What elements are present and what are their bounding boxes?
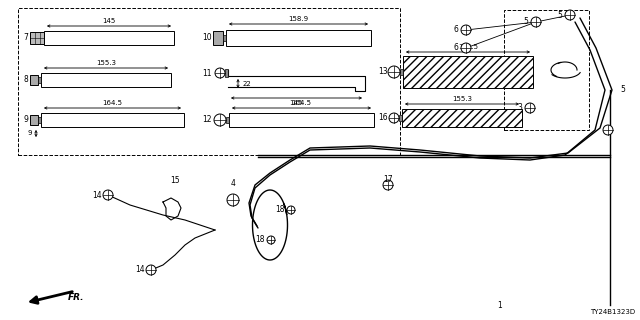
- Text: 4: 4: [230, 179, 236, 188]
- Text: 6: 6: [453, 26, 458, 35]
- Circle shape: [383, 180, 393, 190]
- Text: 3: 3: [517, 103, 522, 113]
- Circle shape: [146, 265, 156, 275]
- Bar: [402, 109, 522, 127]
- Circle shape: [287, 206, 295, 214]
- Text: 158.9: 158.9: [288, 16, 308, 22]
- Text: 9: 9: [28, 130, 32, 136]
- Bar: [223, 35, 226, 41]
- Bar: [18, 8, 400, 155]
- Circle shape: [389, 113, 399, 123]
- Bar: [226, 117, 229, 123]
- Bar: [38, 77, 41, 83]
- Circle shape: [461, 43, 471, 53]
- Text: 6: 6: [453, 44, 458, 52]
- Text: 155.3: 155.3: [452, 96, 472, 102]
- Text: 155.3: 155.3: [96, 60, 116, 66]
- Text: 16: 16: [378, 114, 388, 123]
- Circle shape: [388, 66, 400, 78]
- Text: FR.: FR.: [68, 292, 84, 301]
- Text: 18: 18: [275, 205, 285, 214]
- Bar: [41, 73, 171, 87]
- Circle shape: [565, 10, 575, 20]
- Circle shape: [103, 190, 113, 200]
- Text: TY24B1323D: TY24B1323D: [590, 309, 635, 315]
- Bar: [229, 113, 374, 127]
- Text: 9: 9: [23, 116, 28, 124]
- Text: 164.5: 164.5: [102, 100, 122, 106]
- Circle shape: [215, 68, 225, 78]
- Bar: [41, 113, 184, 127]
- Bar: [44, 31, 174, 45]
- Bar: [225, 69, 228, 77]
- Text: 5: 5: [621, 85, 625, 94]
- Circle shape: [214, 114, 226, 126]
- Circle shape: [267, 236, 275, 244]
- Text: 17: 17: [383, 175, 393, 184]
- Bar: [213, 31, 223, 45]
- Text: 5: 5: [523, 18, 528, 27]
- Text: 164.5: 164.5: [458, 44, 478, 50]
- Text: 5: 5: [557, 11, 562, 20]
- Text: 7: 7: [23, 34, 28, 43]
- Bar: [30, 32, 44, 44]
- Circle shape: [461, 25, 471, 35]
- Text: 18: 18: [255, 236, 265, 244]
- Bar: [399, 115, 402, 121]
- Text: 1: 1: [498, 300, 502, 309]
- Bar: [38, 117, 41, 123]
- Text: 22: 22: [243, 81, 252, 86]
- Text: 13: 13: [378, 68, 388, 76]
- Text: 8: 8: [23, 76, 28, 84]
- Text: 14: 14: [136, 266, 145, 275]
- Circle shape: [531, 17, 541, 27]
- Text: 11: 11: [202, 68, 212, 77]
- Text: 12: 12: [202, 116, 212, 124]
- Text: 145: 145: [102, 18, 116, 24]
- Bar: [226, 30, 371, 46]
- Circle shape: [603, 125, 613, 135]
- Text: 15: 15: [170, 176, 180, 185]
- Bar: [400, 69, 403, 75]
- Text: 145: 145: [289, 100, 303, 106]
- Bar: [30, 115, 38, 125]
- Text: 10: 10: [202, 34, 212, 43]
- Bar: [403, 56, 533, 88]
- Circle shape: [525, 103, 535, 113]
- Bar: [504, 10, 589, 130]
- Bar: [30, 75, 38, 85]
- Text: 164.5: 164.5: [291, 100, 311, 106]
- Text: 14: 14: [92, 190, 102, 199]
- Circle shape: [227, 194, 239, 206]
